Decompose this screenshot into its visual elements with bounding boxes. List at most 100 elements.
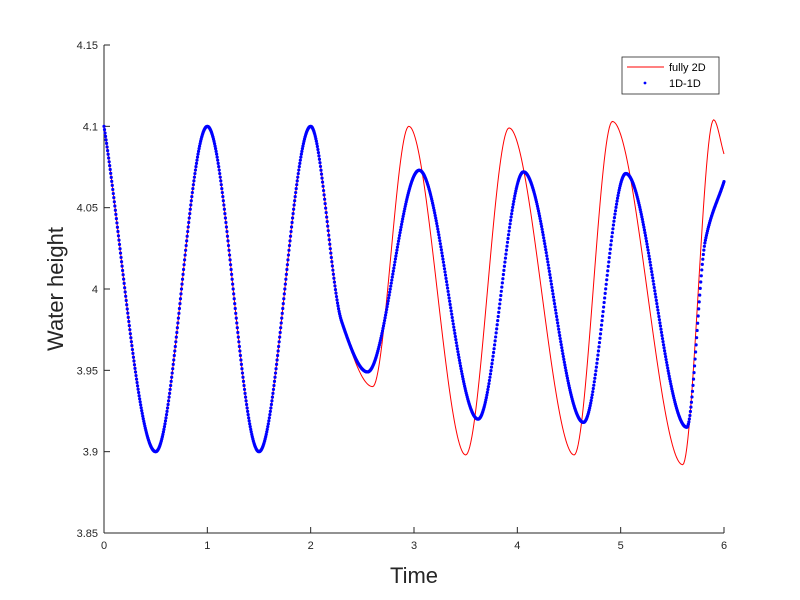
data-point-1d-1d: [596, 349, 601, 353]
data-point-1d-1d: [323, 202, 327, 206]
data-point-1d-1d: [105, 145, 109, 149]
data-point-1d-1d: [598, 332, 603, 336]
data-point-1d-1d: [553, 305, 557, 309]
data-point-1d-1d: [336, 307, 341, 311]
data-point-1d-1d: [131, 351, 135, 356]
data-point-1d-1d: [651, 279, 655, 283]
data-point-1d-1d: [612, 216, 617, 220]
data-point-1d-1d: [642, 225, 646, 229]
data-point-1d-1d: [651, 276, 655, 280]
data-point-1d-1d: [135, 384, 140, 388]
data-point-1d-1d: [540, 227, 544, 231]
data-point-1d-1d: [402, 212, 406, 216]
data-point-1d-1d: [264, 432, 268, 436]
data-point-1d-1d: [106, 152, 110, 156]
data-point-1d-1d: [133, 370, 138, 374]
data-point-1d-1d: [114, 217, 118, 221]
data-point-1d-1d: [299, 155, 303, 159]
data-point-1d-1d: [102, 128, 107, 132]
data-point-1d-1d: [231, 287, 235, 291]
data-point-1d-1d: [449, 309, 453, 313]
data-point-1d-1d: [499, 293, 503, 298]
data-point-1d-1d: [289, 229, 293, 234]
data-point-1d-1d: [547, 266, 551, 270]
data-point-1d-1d: [397, 236, 401, 240]
y-tick-label: 3.85: [77, 528, 98, 540]
data-point-1d-1d: [333, 284, 337, 288]
data-point-1d-1d: [444, 276, 448, 280]
data-point-1d-1d: [320, 176, 324, 180]
data-point-1d-1d: [447, 296, 451, 300]
data-point-1d-1d: [249, 430, 253, 434]
data-point-1d-1d: [560, 346, 564, 350]
data-point-1d-1d: [688, 413, 692, 418]
data-point-1d-1d: [513, 191, 517, 196]
data-point-1d-1d: [703, 238, 708, 242]
data-point-1d-1d: [116, 234, 121, 238]
data-point-1d-1d: [385, 305, 389, 309]
data-point-1d-1d: [335, 298, 339, 302]
data-point-1d-1d: [397, 233, 402, 238]
data-point-1d-1d: [194, 161, 199, 165]
data-point-1d-1d: [174, 340, 178, 344]
data-point-1d-1d: [385, 307, 389, 312]
data-point-1d-1d: [280, 316, 284, 320]
data-point-1d-1d: [183, 258, 187, 262]
data-point-1d-1d: [498, 302, 502, 306]
data-point-1d-1d: [109, 175, 113, 179]
data-point-1d-1d: [324, 206, 328, 210]
data-point-1d-1d: [459, 369, 464, 373]
data-point-1d-1d: [281, 306, 285, 311]
data-point-1d-1d: [186, 225, 190, 229]
legend-box: [621, 56, 720, 95]
data-point-1d-1d: [280, 311, 284, 315]
data-point-1d-1d: [660, 336, 665, 341]
data-point-1d-1d: [400, 222, 404, 226]
data-point-1d-1d: [335, 301, 340, 305]
data-point-1d-1d: [497, 310, 501, 314]
data-point-1d-1d: [266, 422, 270, 426]
data-point-1d-1d: [542, 236, 546, 240]
data-point-1d-1d: [453, 334, 457, 339]
data-point-1d-1d: [319, 172, 324, 176]
data-point-1d-1d: [664, 357, 668, 362]
data-point-1d-1d: [562, 357, 566, 361]
data-point-1d-1d: [565, 374, 569, 378]
data-point-1d-1d: [462, 379, 466, 384]
data-point-1d-1d: [559, 343, 563, 347]
data-point-1d-1d: [609, 243, 613, 247]
data-point-1d-1d: [662, 349, 667, 353]
data-point-1d-1d: [223, 216, 228, 220]
data-point-1d-1d: [330, 264, 334, 268]
data-point-1d-1d: [235, 326, 239, 330]
data-point-1d-1d: [444, 280, 449, 284]
data-point-1d-1d: [401, 214, 405, 218]
data-point-1d-1d: [121, 273, 125, 277]
data-point-1d-1d: [460, 372, 464, 376]
data-point-1d-1d: [690, 389, 695, 393]
data-point-1d-1d: [115, 225, 120, 229]
data-point-1d-1d: [485, 390, 489, 394]
data-point-1d-1d: [196, 149, 201, 153]
data-point-1d-1d: [458, 364, 463, 368]
data-point-1d-1d: [219, 183, 223, 187]
data-point-1d-1d: [314, 139, 318, 143]
data-point-1d-1d: [194, 165, 198, 169]
data-point-1d-1d: [656, 308, 660, 312]
data-point-1d-1d: [247, 419, 251, 423]
data-point-1d-1d: [269, 402, 273, 407]
data-point-1d-1d: [641, 222, 646, 227]
data-point-1d-1d: [110, 179, 114, 183]
data-point-1d-1d: [393, 257, 397, 261]
data-point-1d-1d: [175, 330, 179, 335]
data-point-1d-1d: [614, 202, 619, 206]
data-point-1d-1d: [646, 251, 651, 255]
data-point-1d-1d: [142, 419, 146, 423]
data-point-1d-1d: [390, 275, 394, 279]
data-point-1d-1d: [285, 267, 289, 272]
data-point-1d-1d: [557, 327, 561, 331]
data-point-1d-1d: [695, 336, 699, 340]
data-point-1d-1d: [122, 281, 126, 285]
data-point-1d-1d: [214, 149, 218, 153]
data-point-1d-1d: [293, 199, 297, 203]
